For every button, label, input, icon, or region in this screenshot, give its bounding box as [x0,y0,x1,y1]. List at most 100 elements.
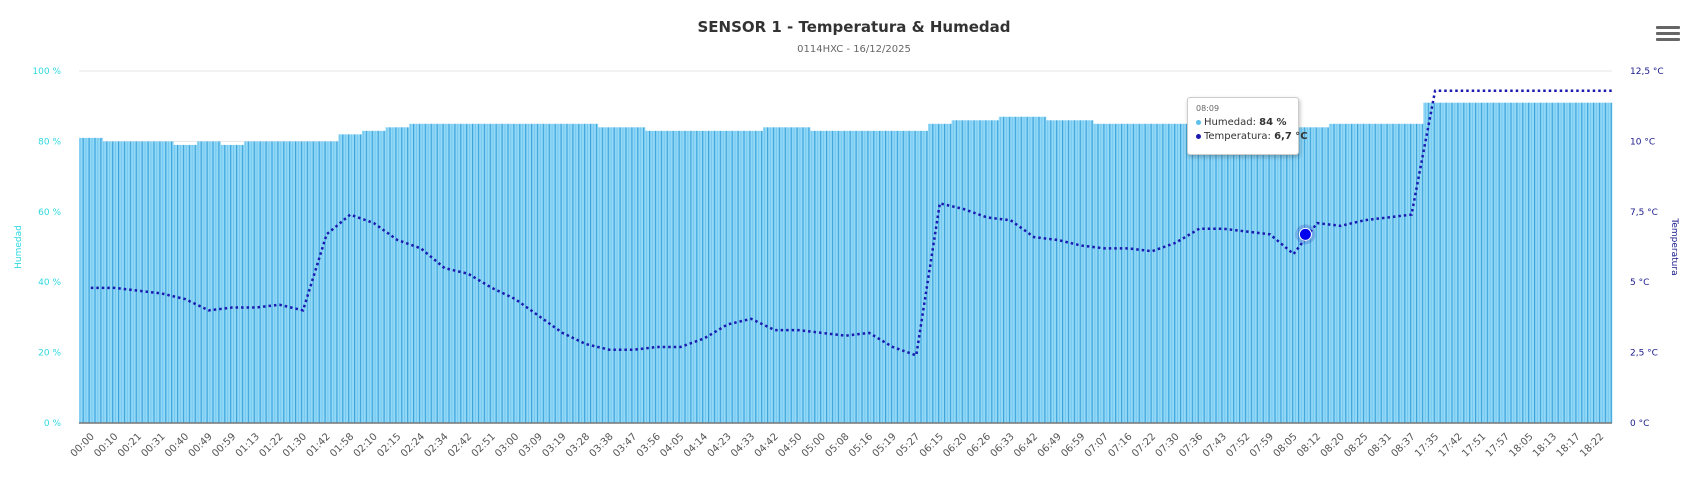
x-tick-label: 07:07 [1083,431,1111,459]
humidity-bar [928,123,952,424]
tooltip-humidity-value: 84 % [1259,117,1287,128]
x-tick-label: 08:20 [1319,431,1347,459]
x-tick-label: 01:22 [257,431,285,459]
hamburger-menu-icon[interactable] [1656,24,1680,44]
humidity-bar [1305,127,1330,423]
tooltip-humidity-label: Humedad: [1204,117,1260,128]
humidity-bar [1187,123,1212,424]
chart-tooltip: 08:09 Humedad: 84 % Temperatura: 6,7 °C [1187,97,1308,155]
y-right-tick-label: 2,5 °C [1630,349,1658,359]
y-right-tick-label: 5 °C [1630,278,1649,288]
humidity-bar [880,130,905,423]
y-right-tick-label: 7,5 °C [1630,208,1658,218]
x-tick-label: 02:42 [446,431,474,459]
humidity-bar [1163,123,1188,424]
y-right-tick-label: 12,5 °C [1630,67,1664,77]
x-tick-label: 00:10 [92,431,120,459]
x-tick-label: 06:49 [1036,431,1064,459]
humidity-bar [550,123,575,424]
hover-marker [1298,227,1312,241]
x-tick-label: 03:47 [611,431,639,459]
humidity-bar [1069,120,1094,423]
tooltip-humidity-row: Humedad: 84 % [1196,116,1290,130]
humidity-bar [1352,123,1377,424]
x-tick-label: 17:57 [1484,431,1512,459]
humidity-bar [597,127,622,423]
chart-subtitle: 0114HXC - 16/12/2025 [797,44,911,55]
humidity-bar [173,144,198,424]
temperature-line [90,89,1612,358]
x-tick-label: 03:09 [517,431,545,459]
x-tick-label: 06:15 [918,431,946,459]
y-right-tick-label: 10 °C [1630,137,1655,147]
y-left-tick-label: 80 % [38,137,61,147]
x-tick-label: 18:17 [1555,431,1583,459]
humidity-bar [692,130,717,423]
tooltip-temperature-label: Temperatura: [1204,131,1275,142]
x-tick-label: 05:08 [823,431,851,459]
x-tick-label: 03:56 [635,431,663,459]
y-right-tick-label: 0 °C [1630,419,1649,429]
humidity-bar [479,123,504,424]
x-tick-label: 00:49 [187,431,215,459]
humidity-bar [1446,102,1471,424]
humidity-bar [338,134,363,424]
x-tick-label: 08:25 [1342,431,1370,459]
x-tick-label: 00:00 [69,431,97,459]
x-tick-label: 03:19 [540,431,568,459]
x-tick-label: 06:42 [1012,431,1040,459]
x-tick-label: 02:10 [352,431,380,459]
humidity-bar [196,141,221,423]
humidity-bar [291,141,316,423]
temperature-dot-icon [1196,133,1201,139]
y-left-axis-title: Humedad [14,225,24,269]
x-tick-label: 17:51 [1460,431,1488,459]
x-tick-label: 08:05 [1272,431,1300,459]
humidity-bar [102,141,127,423]
humidity-bar [1328,123,1353,424]
x-tick-label: 01:42 [305,431,333,459]
humidity-bar [1045,120,1070,423]
humidity-bar [244,141,268,423]
x-tick-label: 04:05 [658,431,686,459]
x-tick-label: 01:30 [281,431,309,459]
x-tick-label: 01:13 [234,431,262,459]
x-tick-label: 17:42 [1437,431,1465,459]
x-tick-label: 03:38 [588,431,616,459]
x-tick-label: 08:31 [1366,431,1394,459]
x-tick-label: 01:58 [328,431,356,459]
y-left-tick-label: 100 % [32,67,61,77]
humidity-bar [857,130,882,423]
x-tick-label: 07:22 [1130,431,1158,459]
x-tick-label: 02:15 [375,431,403,459]
x-tick-label: 08:12 [1295,431,1323,459]
humidity-bar [762,127,787,423]
x-tick-label: 06:59 [1059,431,1087,459]
x-tick-label: 07:43 [1201,431,1229,459]
y-left-tick-label: 40 % [38,278,61,288]
humidity-bar [1116,123,1141,424]
x-tick-label: 00:40 [163,431,191,459]
x-tick-label: 06:20 [941,431,969,459]
x-tick-label: 18:22 [1578,431,1606,459]
humidity-bar [810,130,835,423]
x-tick-label: 05:00 [800,431,828,459]
humidity-bar [715,130,740,423]
humidity-bar [998,116,1023,423]
x-tick-label: 00:59 [210,431,238,459]
humidity-bar [314,141,339,423]
x-tick-label: 04:14 [682,431,710,459]
humidity-bar [574,123,599,424]
x-tick-label: 04:50 [776,431,804,459]
humidity-bar [126,141,151,423]
x-tick-label: 06:26 [965,431,993,459]
humidity-bar [621,127,646,423]
x-tick-label: 04:33 [729,431,757,459]
humidity-bar [1376,123,1401,424]
x-tick-label: 04:23 [706,431,734,459]
humidity-bar [1399,123,1424,424]
humidity-bar [409,123,434,424]
y-right-axis-title: Temperatura [1669,217,1679,275]
humidity-bar [1258,123,1283,424]
